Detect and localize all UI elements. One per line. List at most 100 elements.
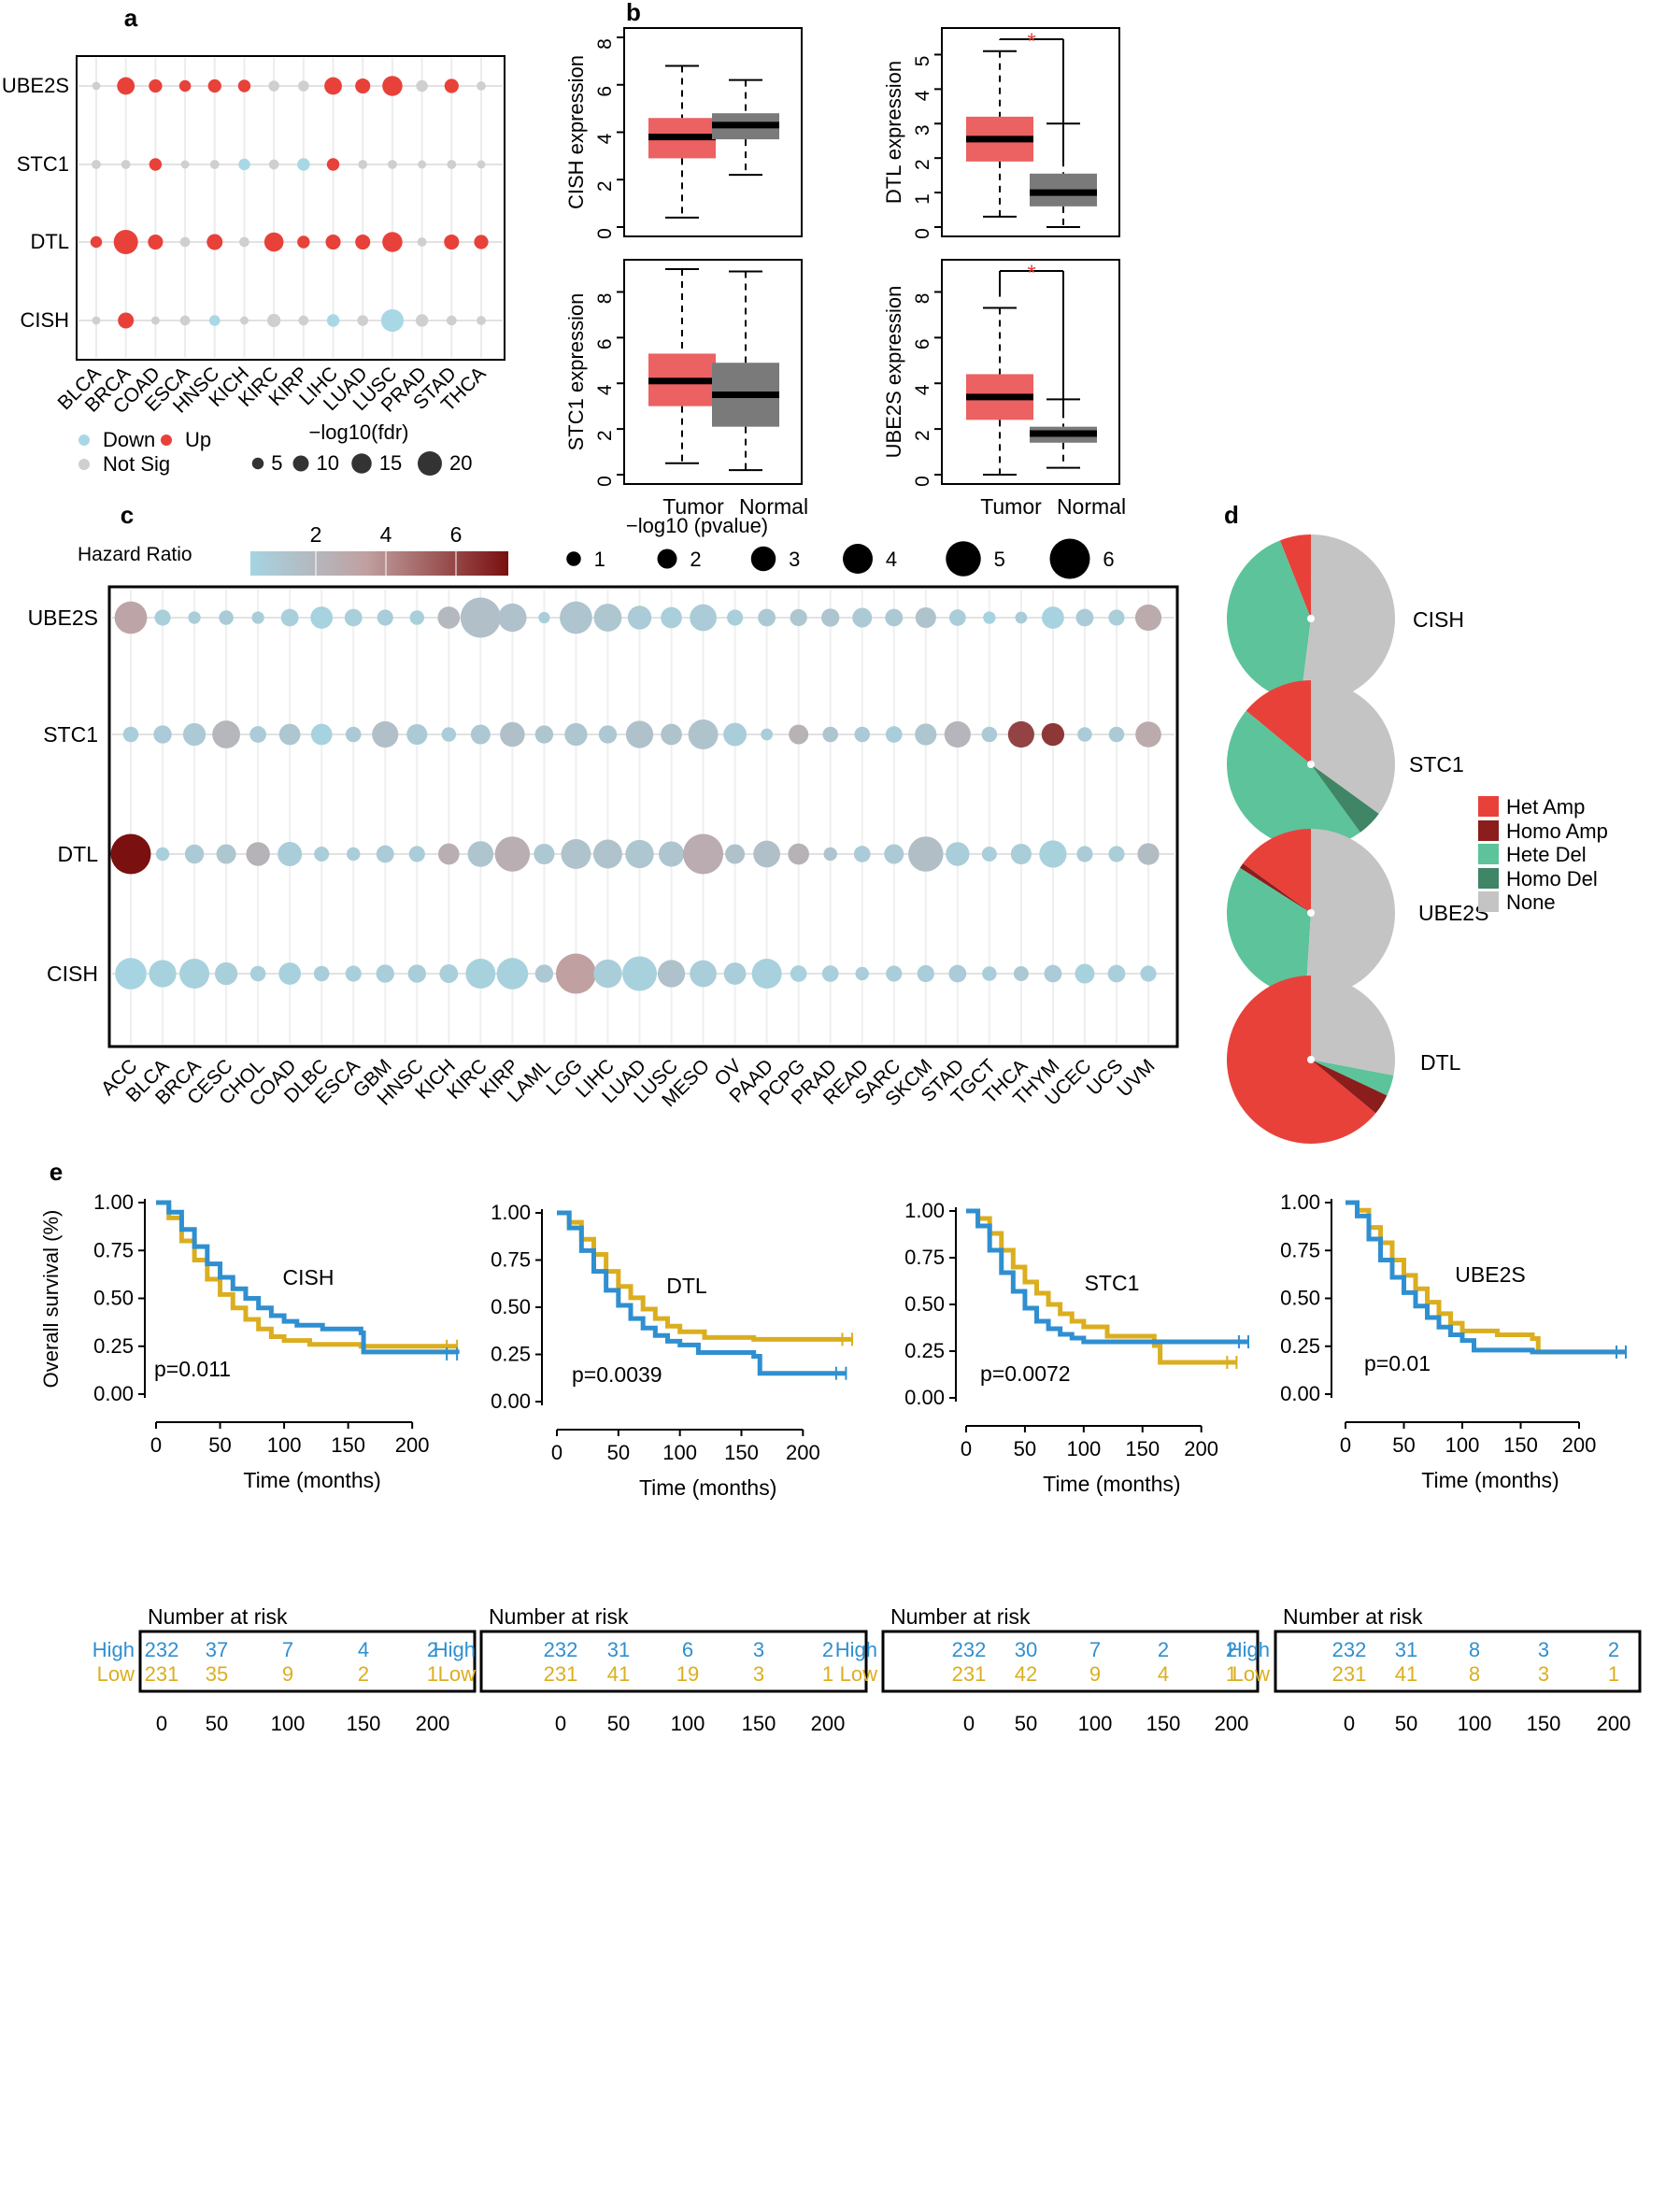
panel-c-dot <box>344 608 363 627</box>
panel-e-risk-xtick: 0 <box>963 1712 975 1735</box>
panel-c-dot <box>1076 846 1093 862</box>
panel-e-risk-count: 8 <box>1469 1638 1480 1661</box>
panel-c-dot <box>657 960 686 988</box>
panel-e-risk-count: 231 <box>1332 1662 1367 1686</box>
panel-e-risk-box <box>138 1630 477 1693</box>
panel-e-xlabel: Time (months) <box>1043 1472 1180 1496</box>
panel-a-dot <box>208 315 221 326</box>
panel-c-dot <box>216 844 236 864</box>
panel-a-dot <box>209 160 220 169</box>
panel-c-hr-tick-label: 6 <box>450 522 463 547</box>
panel-e-ytick-label: 0.25 <box>93 1334 134 1358</box>
panel-e-km-low <box>966 1208 1237 1365</box>
panel-e-risk-xtick: 150 <box>1527 1712 1561 1735</box>
panel-d-gene-label: UBE2S <box>1418 901 1488 925</box>
panel-c-dot <box>789 724 809 745</box>
panel-d-slice <box>1311 976 1395 1076</box>
panel-c-dot <box>249 965 266 982</box>
panel-e-risk-count: 4 <box>358 1638 369 1661</box>
panel-c-dot <box>853 846 871 862</box>
panel-e-xtick-label: 150 <box>1125 1437 1160 1460</box>
panel-c-dot <box>377 609 393 626</box>
panel-d-center <box>1307 615 1315 622</box>
panel-a-gene-label: DTL <box>30 230 69 253</box>
panel-e-risk-group: Low <box>438 1662 476 1686</box>
panel-e-risk-count: 232 <box>145 1638 179 1661</box>
panel-e-km-low <box>156 1200 458 1349</box>
panel-c-dot <box>408 846 425 862</box>
panel-a-dot <box>240 316 249 325</box>
panel-a-dot <box>477 160 486 169</box>
panel-c-dot <box>753 840 780 868</box>
panel-e-gene-title: STC1 <box>1085 1271 1140 1295</box>
panel-a-dot <box>180 160 190 169</box>
panel-c-dot <box>278 723 301 746</box>
panel-a-dot <box>92 316 101 325</box>
panel-e-risk-xtick: 0 <box>1344 1712 1355 1735</box>
panel-c-dot <box>154 609 171 626</box>
panel-e-ytick-label: 0.25 <box>904 1339 945 1362</box>
panel-c-dot <box>1107 964 1126 983</box>
panel-c-dot <box>683 833 724 875</box>
panel-e-risk-count: 31 <box>607 1638 630 1661</box>
panel-e-risk-xtick: 200 <box>1215 1712 1249 1735</box>
panel-e-xtick-label: 50 <box>1014 1437 1036 1460</box>
panel-a-dot <box>297 158 310 171</box>
panel-b-ytick-label: 6 <box>912 338 933 349</box>
panel-e-risk-xtick: 100 <box>671 1712 705 1735</box>
panel-label-d: d <box>1224 501 1239 529</box>
panel-c-gene-label: STC1 <box>43 722 98 747</box>
panel-e-risk-count: 42 <box>1015 1662 1037 1686</box>
panel-b-ytick-label: 8 <box>912 293 933 305</box>
panel-a-dot <box>298 80 309 92</box>
panel-c-size-title: −log10 (pvalue) <box>626 514 768 537</box>
panel-a-dot <box>237 79 251 93</box>
panel-e-risk-xtick: 150 <box>347 1712 381 1735</box>
panel-c-dot <box>1007 720 1034 748</box>
panel-e-risk-xtick: 150 <box>742 1712 776 1735</box>
panel-d-slice <box>1311 680 1395 814</box>
panel-e-risk-title: Number at risk <box>890 1604 1031 1629</box>
panel-d-center <box>1307 761 1315 768</box>
panel-b-ytick-label: 1 <box>912 193 933 205</box>
panel-b-ylabel: CISH expression <box>564 55 588 209</box>
panel-c-dot <box>345 965 362 982</box>
panel-e-risk-count: 232 <box>1332 1638 1367 1661</box>
panel-e-xtick-label: 100 <box>1066 1437 1101 1460</box>
panel-c-dot <box>625 720 654 748</box>
panel-e-ytick-label: 0.00 <box>904 1386 945 1409</box>
panel-a-gene-label: UBE2S <box>2 74 69 97</box>
panel-a-legend-label: Up <box>185 428 211 451</box>
panel-c-dot <box>821 608 840 627</box>
panel-e-gene-title: CISH <box>283 1265 335 1289</box>
panel-e-km-high <box>156 1200 460 1355</box>
panel-a-size-key <box>251 457 264 470</box>
panel-b-ytick-label: 2 <box>594 180 616 192</box>
panel-c-dot <box>465 959 496 989</box>
panel-c-dot <box>345 726 362 743</box>
panel-c-dot <box>1137 843 1160 865</box>
panel-c-dot <box>179 959 210 989</box>
panel-e-pvalue: p=0.011 <box>154 1357 231 1381</box>
panel-e-risk-box <box>479 1630 868 1693</box>
panel-e-ytick-label: 1.00 <box>491 1201 531 1224</box>
panel-c-dot <box>115 958 147 990</box>
panel-label-b: b <box>626 0 641 26</box>
panel-d-slice <box>1246 680 1311 764</box>
panel-b-ytick-label: 2 <box>594 430 616 441</box>
panel-c-dot <box>555 953 596 994</box>
panel-c-dot <box>886 965 903 982</box>
panel-c-dot <box>249 726 266 743</box>
panel-a-size-key <box>418 451 442 476</box>
panel-e-pvalue: p=0.01 <box>1364 1351 1431 1375</box>
panel-e-risk-box <box>881 1630 1260 1693</box>
panel-b-ytick-label: 4 <box>594 133 616 144</box>
panel-e-risk-xtick: 150 <box>1146 1712 1181 1735</box>
panel-c-dot <box>761 728 773 741</box>
panel-b-ytick-label: 6 <box>594 86 616 97</box>
panel-c-size-label: 3 <box>789 548 800 571</box>
panel-a-legend-label: Down <box>103 428 155 451</box>
panel-a-dot <box>416 79 428 93</box>
panel-a-size-key <box>351 453 372 474</box>
panel-b-ylabel: UBE2S expression <box>882 286 905 459</box>
